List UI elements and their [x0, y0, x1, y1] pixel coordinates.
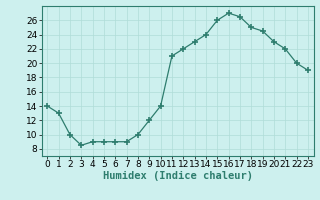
X-axis label: Humidex (Indice chaleur): Humidex (Indice chaleur) — [103, 171, 252, 181]
